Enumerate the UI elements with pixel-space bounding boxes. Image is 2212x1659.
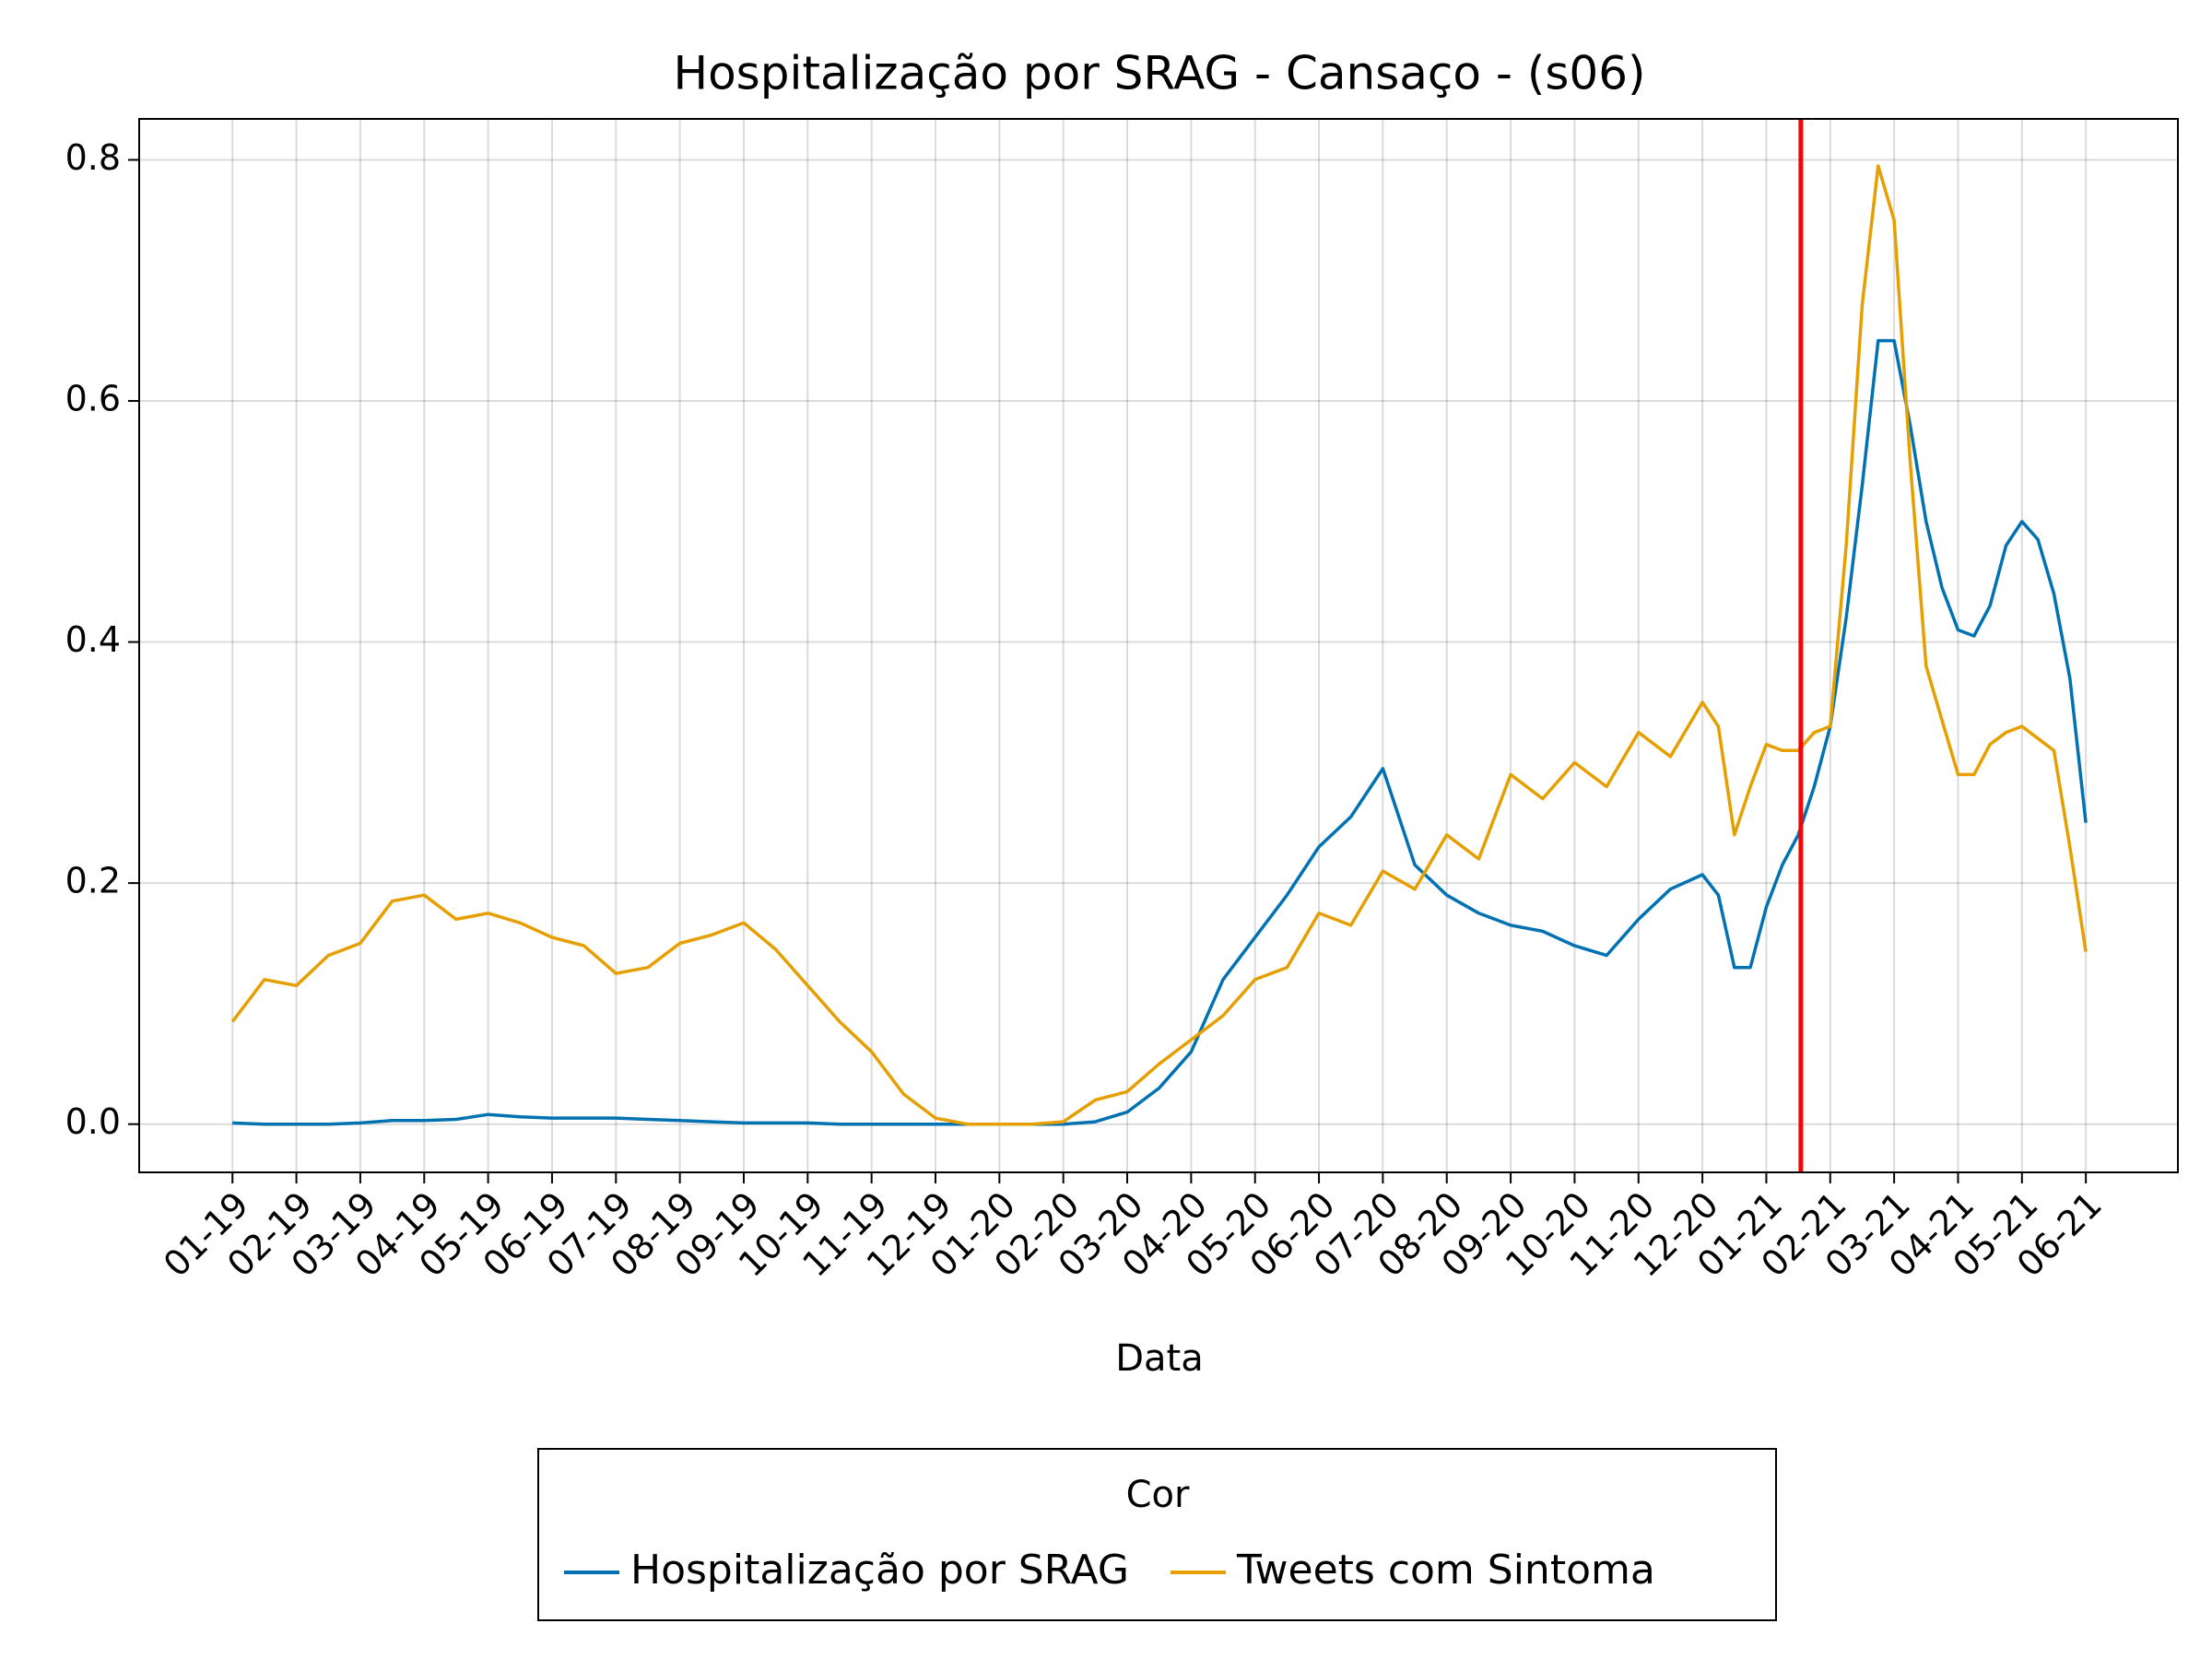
chart-title: Hospitalização por SRAG - Cansaço - (s06… bbox=[673, 47, 1645, 100]
data-line bbox=[232, 338, 2088, 1126]
legend-label: Tweets com Sintoma bbox=[1236, 1547, 1655, 1594]
x-axis-label: Data bbox=[1115, 1337, 1204, 1380]
legend-label: Hospitalização por SRAG bbox=[630, 1547, 1129, 1594]
y-tick-label: 0.0 bbox=[65, 1101, 121, 1142]
legend-title: Cor bbox=[1126, 1474, 1190, 1516]
y-tick-label: 0.6 bbox=[65, 379, 121, 419]
y-tick-label: 0.2 bbox=[65, 861, 121, 901]
y-tick-label: 0.8 bbox=[65, 137, 121, 178]
y-tick-label: 0.4 bbox=[65, 619, 121, 660]
legend-box bbox=[537, 1448, 1777, 1621]
plot-frame bbox=[138, 118, 2179, 1173]
data-line bbox=[230, 164, 2088, 1126]
